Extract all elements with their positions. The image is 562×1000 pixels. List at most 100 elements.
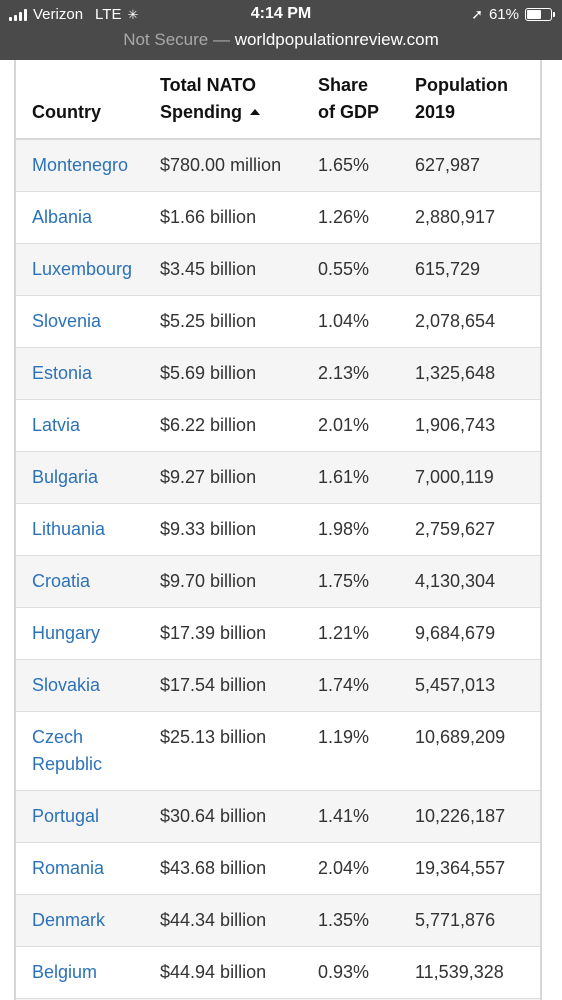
table-body: Montenegro $780.00 million 1.65% 627,987 Alb… (16, 138, 540, 1000)
country-link[interactable]: Croatia (32, 571, 91, 591)
gdp-share-cell: 0.93% (318, 962, 370, 982)
country-cell[interactable]: Portugal (16, 790, 144, 843)
country-cell[interactable]: Croatia (16, 555, 144, 608)
population-cell: 5,457,013 (399, 659, 540, 712)
country-cell[interactable]: Greece (16, 998, 144, 1000)
population-cell: 11,539,328 (399, 946, 540, 999)
table-row: Denmark $44.34 billion 1.35% 5,771,876 (16, 894, 540, 947)
share-cell: 1.35% (302, 894, 399, 947)
table-row: Belgium $44.94 billion 0.93% 11,539,328 (16, 946, 540, 999)
spending-cell: $6.22 billion (144, 399, 302, 452)
country-link[interactable]: Slovenia (32, 311, 102, 331)
spending-cell: $9.70 billion (144, 555, 302, 608)
country-link[interactable]: Hungary (32, 623, 101, 643)
table-row: Portugal $30.64 billion 1.41% 10,226,187 (16, 790, 540, 843)
spending-cell: $9.33 billion (144, 503, 302, 556)
country-link[interactable]: Bulgaria (32, 467, 99, 487)
column-header-spending[interactable]: Total NATO Spending (144, 60, 302, 140)
share-cell: 2.24% (302, 998, 399, 1000)
country-link[interactable]: Luxembourg (32, 259, 133, 279)
spending-cell: $17.39 billion (144, 607, 302, 660)
country-link[interactable]: Montenegro (32, 155, 129, 175)
share-cell: 1.04% (302, 295, 399, 348)
spending-cell: $30.64 billion (160, 806, 267, 826)
country-cell[interactable]: Albania (16, 191, 144, 244)
country-cell[interactable]: Czech Republic (16, 711, 144, 791)
column-header-share[interactable]: Share of GDP (302, 60, 399, 140)
population-cell: 7,000,119 (415, 467, 494, 487)
url-bar[interactable]: Not Secure — worldpopulationreview.com (0, 30, 562, 60)
population-cell: 10,226,187 (399, 790, 540, 843)
population-cell: 1,906,743 (399, 399, 540, 452)
spending-cell: $3.45 billion (144, 243, 302, 296)
share-cell: 1.65% (302, 138, 399, 192)
population-cell: 627,987 (415, 155, 481, 175)
country-link[interactable]: Czech Republic (32, 727, 103, 774)
table-header: Country Total NATO Spending Share of GDP P… (16, 60, 540, 140)
country-cell[interactable]: Luxembourg (16, 243, 144, 296)
table-row: Albania $1.66 billion 1.26% 2,880,917 (16, 191, 540, 244)
country-cell[interactable]: Belgium (16, 946, 144, 999)
country-cell[interactable]: Estonia (16, 347, 144, 400)
table-row: Luxembourg $3.45 billion 0.55% 615,729 (16, 243, 540, 296)
population-cell: 7,000,119 (399, 451, 540, 504)
column-header-country[interactable]: Country (16, 60, 144, 140)
country-link[interactable]: Romania (32, 858, 105, 878)
share-cell: 1.74% (302, 659, 399, 712)
spending-cell: $43.68 billion (144, 842, 302, 895)
share-cell: 1.98% (302, 503, 399, 556)
population-cell: 4,130,304 (415, 571, 496, 591)
share-cell: 1.19% (302, 711, 399, 791)
country-cell[interactable]: Lithuania (16, 503, 144, 556)
population-cell: 9,684,679 (399, 607, 540, 660)
country-link[interactable]: Slovakia (32, 675, 101, 695)
country-link[interactable]: Lithuania (32, 519, 106, 539)
population-cell: 2,880,917 (415, 207, 496, 227)
spending-cell: $6.22 billion (160, 415, 257, 435)
country-cell[interactable]: Denmark (16, 894, 144, 947)
country-link[interactable]: Belgium (32, 962, 98, 982)
spending-cell: $5.25 billion (144, 295, 302, 348)
country-link[interactable]: Albania (32, 207, 93, 227)
gdp-share-cell: 1.19% (318, 727, 370, 747)
country-link[interactable]: Denmark (32, 910, 106, 930)
battery-percent: 61% (488, 6, 519, 23)
population-cell: 5,771,876 (415, 910, 496, 930)
population-cell: 5,457,013 (415, 675, 496, 695)
column-header-share-line2: of GDP (318, 102, 379, 122)
country-link[interactable]: Estonia (32, 363, 93, 383)
gdp-share-cell: 0.55% (318, 259, 370, 279)
sort-ascending-icon (250, 109, 260, 115)
country-cell[interactable]: Slovenia (16, 295, 144, 348)
country-cell[interactable]: Hungary (16, 607, 144, 660)
clock: 4:14 PM (250, 5, 312, 22)
table-row: Lithuania $9.33 billion 1.98% 2,759,627 (16, 503, 540, 556)
spending-cell: $44.34 billion (144, 894, 302, 947)
gdp-share-cell: 2.01% (318, 415, 370, 435)
country-cell[interactable]: Bulgaria (16, 451, 144, 504)
spending-cell: $9.70 billion (160, 571, 257, 591)
country-link[interactable]: Portugal (32, 806, 100, 826)
spending-cell: $9.27 billion (144, 451, 302, 504)
gdp-share-cell: 2.04% (318, 858, 370, 878)
gdp-share-cell: 1.04% (318, 311, 370, 331)
country-link[interactable]: Latvia (32, 415, 81, 435)
column-header-population[interactable]: Population 2019 (399, 60, 540, 140)
nato-spending-table: Country Total NATO Spending Share of GDP P… (16, 60, 540, 1000)
nato-spending-table-container: Country Total NATO Spending Share of GDP P… (14, 60, 542, 1000)
status-left: Verizon LTE ✳ (9, 6, 138, 23)
spending-cell: $25.13 billion (144, 711, 302, 791)
spending-cell: $25.13 billion (160, 727, 267, 747)
spending-cell: $3.45 billion (160, 259, 257, 279)
country-cell[interactable]: Slovakia (16, 659, 144, 712)
spending-cell: $44.94 billion (144, 946, 302, 999)
country-cell[interactable]: Montenegro (16, 138, 144, 192)
spending-cell: $17.54 billion (144, 659, 302, 712)
country-cell[interactable]: Romania (16, 842, 144, 895)
gdp-share-cell: 1.26% (318, 207, 370, 227)
population-cell: 4,130,304 (399, 555, 540, 608)
cellular-signal-icon (9, 8, 27, 21)
country-cell[interactable]: Latvia (16, 399, 144, 452)
spending-cell: $5.25 billion (160, 311, 257, 331)
